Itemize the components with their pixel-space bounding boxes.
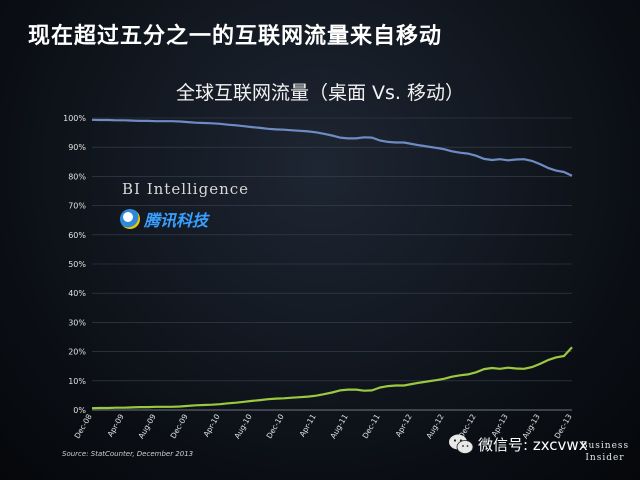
x-tick-label: Dec-09 (169, 412, 190, 440)
business-insider-logo: Business Insider (570, 440, 640, 464)
wechat-watermark: 微信号: zxcvwx (448, 433, 588, 455)
x-tick-label: Apr-09 (106, 412, 126, 438)
tencent-tech-watermark: 腾讯科技 (120, 207, 208, 231)
x-tick-label: Dec-11 (361, 412, 382, 440)
y-tick-label: 60% (68, 231, 86, 240)
y-tick-label: 90% (68, 143, 86, 152)
y-tick-label: 0% (73, 406, 86, 415)
y-tick-label: 80% (68, 172, 86, 181)
y-tick-label: 40% (68, 289, 86, 298)
y-tick-label: 20% (68, 348, 86, 357)
tencent-tech-label: 腾讯科技 (144, 211, 209, 230)
y-tick-label: 70% (68, 202, 86, 211)
business-insider-line1: Business (580, 441, 630, 451)
y-tick-label: 10% (68, 377, 86, 386)
wechat-id: 微信号: zxcvwx (478, 435, 588, 454)
source-note: Source: StatCounter, December 2013 (62, 450, 194, 458)
y-tick-label: 30% (68, 318, 86, 327)
x-tick-label: Apr-12 (394, 412, 414, 438)
x-tick-label: Dec-10 (265, 412, 286, 440)
x-tick-label: Apr-10 (202, 412, 222, 438)
mobile-series-line (91, 346, 573, 410)
business-insider-line2: Insider (585, 453, 625, 463)
x-tick-label: Dec-08 (73, 412, 94, 440)
wechat-icon (449, 434, 474, 454)
y-tick-label: 50% (68, 260, 86, 269)
x-tick-label: Apr-11 (298, 412, 318, 438)
headline: 现在超过五分之一的互联网流量来自移动 (28, 24, 443, 49)
x-tick-label: Aug-09 (136, 412, 157, 440)
bi-intelligence-watermark: BI Intelligence (122, 180, 250, 198)
x-tick-label: Aug-12 (424, 412, 445, 440)
y-tick-label: 100% (63, 114, 86, 123)
x-tick-label: Aug-10 (232, 412, 253, 440)
chart-title: 全球互联网流量（桌面 Vs. 移动） (175, 82, 465, 104)
tencent-logo-icon (120, 209, 140, 229)
x-tick-label: Aug-11 (328, 412, 349, 440)
desktop-series-line (91, 118, 573, 177)
